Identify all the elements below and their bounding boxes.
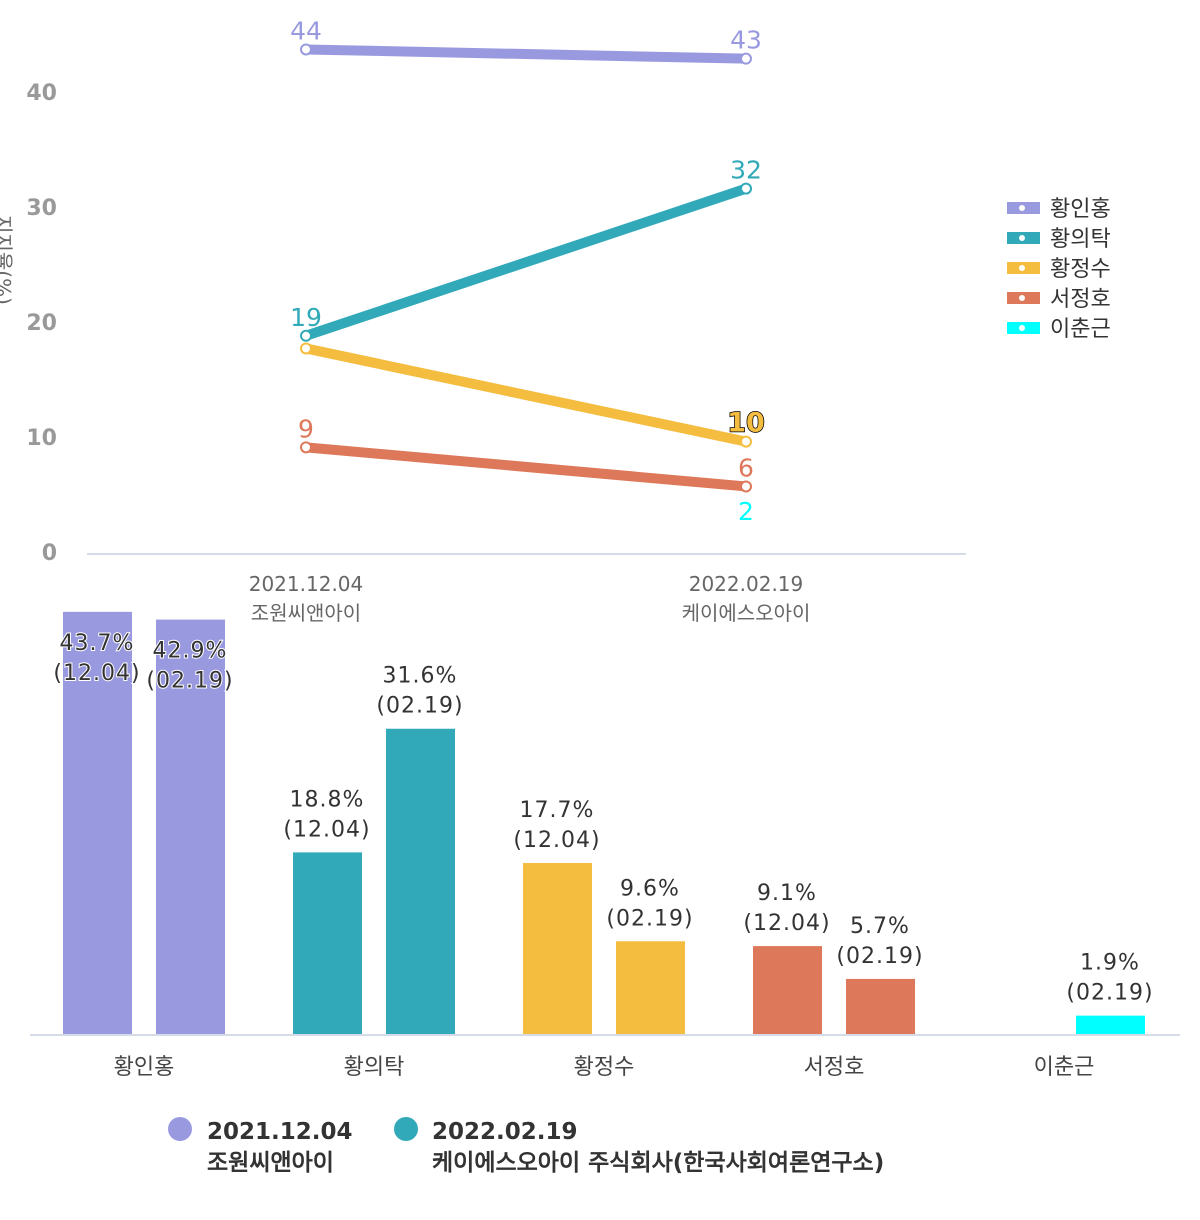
- legend-marker: [1019, 235, 1025, 241]
- bar: [1076, 1015, 1145, 1034]
- y-tick-label: 20: [26, 311, 57, 336]
- bar: [293, 852, 362, 1034]
- bar-legend-label: 조원씨앤아이: [207, 1150, 334, 1176]
- bar-legend-label: 2021.12.04: [207, 1119, 353, 1145]
- bar-date-label: (02.19): [376, 694, 463, 719]
- legend-label: 황정수: [1050, 257, 1111, 282]
- legend-marker: [1019, 325, 1025, 331]
- bar-legend-marker: [394, 1117, 418, 1141]
- data-label: 32: [730, 156, 762, 185]
- series-line-서정호: [301, 442, 751, 492]
- bar-date-label: (12.04): [53, 661, 140, 686]
- series-line-황의탁: [301, 183, 751, 341]
- bar-value-label: 31.6%: [383, 664, 458, 689]
- bar-value-label: 17.7%: [520, 798, 595, 823]
- data-point: [300, 43, 312, 56]
- bar-legend-label: 2022.02.19: [432, 1119, 578, 1145]
- data-point: [740, 52, 752, 65]
- bar-date-label: (02.19): [606, 906, 693, 931]
- legend-marker: [1019, 265, 1025, 271]
- data-label: 6: [738, 453, 754, 482]
- x-tick-label: 케이에스오아이: [682, 601, 811, 625]
- bar-value-label: 9.6%: [620, 876, 680, 901]
- data-point: [740, 182, 752, 195]
- data-point: [740, 435, 752, 448]
- series-line-황정수: [301, 343, 751, 447]
- bar-date-label: (12.04): [743, 911, 830, 936]
- bar: [523, 863, 592, 1034]
- bar: [386, 728, 455, 1034]
- legend-label: 황인홍: [1050, 197, 1111, 222]
- bar-date-label: (12.04): [283, 817, 370, 842]
- bar-category-label: 황의탁: [344, 1055, 405, 1080]
- legend-marker: [1019, 295, 1025, 301]
- bar-value-label: 42.9%: [153, 639, 228, 664]
- bar-date-label: (12.04): [513, 828, 600, 853]
- bar-legend-marker: [168, 1117, 192, 1141]
- bar-category-label: 이춘근: [1034, 1055, 1095, 1080]
- data-point: [300, 441, 312, 454]
- bar-value-label: 9.1%: [757, 881, 817, 906]
- x-tick-label: 2021.12.04: [249, 572, 364, 596]
- bar: [753, 946, 822, 1034]
- bar-date-label: (02.19): [1066, 981, 1153, 1006]
- bar: [846, 978, 915, 1034]
- y-tick-label: 40: [26, 81, 57, 106]
- bar-date-label: (02.19): [146, 669, 233, 694]
- data-label: 10: [727, 408, 765, 439]
- y-axis-label: 지지율(%): [0, 215, 15, 305]
- data-label: 2: [738, 497, 754, 526]
- data-label: 44: [290, 16, 322, 45]
- bar-date-label: (02.19): [836, 944, 923, 969]
- bar: [616, 941, 685, 1034]
- x-tick-label: 조원씨앤아이: [251, 601, 361, 625]
- legend-label: 이춘근: [1050, 317, 1111, 342]
- data-point: [740, 480, 752, 493]
- bar-value-label: 5.7%: [850, 914, 910, 939]
- legend-label: 서정호: [1050, 287, 1111, 312]
- bar-value-label: 18.8%: [290, 787, 365, 812]
- y-tick-label: 10: [26, 426, 57, 451]
- y-tick-label: 30: [26, 196, 57, 221]
- data-point: [300, 342, 312, 355]
- data-label: 9: [298, 414, 314, 443]
- bar: [156, 619, 225, 1034]
- bar-category-label: 황인홍: [114, 1055, 175, 1080]
- x-tick-label: 2022.02.19: [689, 572, 804, 596]
- data-label: 19: [290, 303, 322, 332]
- bar: [63, 611, 132, 1034]
- bar-category-label: 서정호: [804, 1055, 865, 1080]
- legend-label: 황의탁: [1050, 227, 1111, 252]
- legend-marker: [1019, 205, 1025, 211]
- y-tick-label: 0: [42, 541, 57, 566]
- bar-category-label: 황정수: [574, 1055, 635, 1080]
- series-line-황인홍: [301, 44, 751, 64]
- bar-legend-label: 케이에스오아이 주식회사(한국사회여론연구소): [432, 1150, 884, 1176]
- data-point: [300, 329, 312, 342]
- data-label: 43: [730, 26, 762, 55]
- bar-value-label: 43.7%: [60, 631, 135, 656]
- bar-value-label: 1.9%: [1080, 951, 1140, 976]
